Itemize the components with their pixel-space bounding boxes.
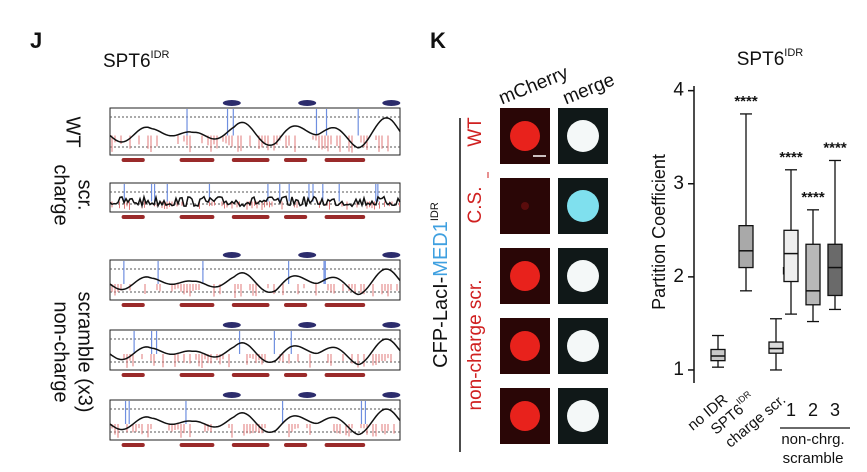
title-main: SPT6 xyxy=(737,49,785,70)
domain-oval xyxy=(222,100,241,106)
domain-bar xyxy=(231,443,270,447)
box xyxy=(738,225,754,269)
x-tick-label: 1 xyxy=(786,400,796,420)
mcherry-spot xyxy=(521,202,529,210)
domain-oval xyxy=(382,252,401,258)
y-tick-label: 1 xyxy=(673,359,684,380)
track-frame xyxy=(109,182,401,213)
domain-bar xyxy=(231,215,270,219)
chart-title: SPT6IDR xyxy=(737,47,804,70)
mcherry-spot xyxy=(510,331,540,361)
row-label: WT xyxy=(62,116,84,147)
panel-label: J xyxy=(30,28,42,53)
box xyxy=(783,229,799,283)
column-label: mCherry xyxy=(496,62,572,109)
domain-bar xyxy=(179,373,215,377)
box xyxy=(768,341,784,354)
significance: **** xyxy=(823,139,847,156)
domain-bar xyxy=(231,158,270,162)
domain-oval xyxy=(222,252,241,258)
row-label: scramble (x3) xyxy=(74,291,96,412)
title-sup: IDR xyxy=(784,47,803,59)
merge-spot xyxy=(567,400,599,432)
domain-bar xyxy=(284,158,308,162)
construct-part: CFP-LacI- xyxy=(430,277,452,368)
domain-bar xyxy=(231,373,270,377)
box xyxy=(805,243,821,306)
row-label: charge xyxy=(50,164,72,225)
domain-bar xyxy=(324,215,366,219)
row-label: non-charge xyxy=(50,301,72,402)
track-line xyxy=(109,408,401,436)
domain-bar xyxy=(121,373,145,377)
domain-oval xyxy=(222,322,241,328)
construct-part: MED1 xyxy=(430,221,452,277)
domain-oval xyxy=(382,100,401,106)
domain-bar xyxy=(324,373,366,377)
merge-spot xyxy=(567,190,599,222)
row-label: non-charge scr. xyxy=(465,280,486,411)
domain-bar xyxy=(121,443,145,447)
domain-bar xyxy=(121,303,145,307)
row-label: C.S. xyxy=(465,187,486,224)
domain-oval xyxy=(222,392,241,398)
title-sup: IDR xyxy=(151,49,170,61)
significance: **** xyxy=(779,149,803,166)
track-line xyxy=(109,268,401,296)
domain-bar xyxy=(284,443,308,447)
panel-title: SPT6IDR xyxy=(103,49,170,72)
merge-spot xyxy=(567,120,599,152)
domain-oval xyxy=(298,252,317,258)
track-frame xyxy=(109,107,401,156)
group-label: scramble xyxy=(783,450,844,467)
x-tick-label: 2 xyxy=(808,400,818,420)
panel-label: K xyxy=(430,28,446,53)
domain-bar xyxy=(179,443,215,447)
domain-bar xyxy=(179,215,215,219)
track-line xyxy=(109,194,401,209)
row-label: WT xyxy=(465,117,486,147)
significance: **** xyxy=(801,189,825,206)
domain-bar xyxy=(284,373,308,377)
y-axis-label: Partition Coefficient xyxy=(649,154,669,310)
image-grid xyxy=(500,108,608,444)
domain-oval xyxy=(298,322,317,328)
domain-oval xyxy=(298,392,317,398)
construct-label: CFP-LacI-MED1IDR xyxy=(429,202,452,368)
domain-bar xyxy=(121,215,145,219)
domain-bar xyxy=(179,158,215,162)
mcherry-spot xyxy=(510,401,540,431)
merge-spot xyxy=(567,260,599,292)
domain-bar xyxy=(121,158,145,162)
domain-oval xyxy=(382,322,401,328)
domain-oval xyxy=(298,100,317,106)
y-tick-label: 2 xyxy=(673,266,684,287)
domain-bar xyxy=(324,443,366,447)
domain-bar xyxy=(284,215,308,219)
y-tick-label: 4 xyxy=(673,80,684,101)
domain-bar xyxy=(284,303,308,307)
domain-bar xyxy=(179,303,215,307)
x-tick-label: 3 xyxy=(830,400,840,420)
mcherry-spot xyxy=(510,121,540,151)
box xyxy=(827,243,843,297)
y-tick-label: 3 xyxy=(673,173,684,194)
tracks xyxy=(109,100,401,447)
group-label: non-chrg. xyxy=(781,431,844,448)
construct-sup: IDR xyxy=(429,202,441,221)
title-main: SPT6 xyxy=(103,51,151,72)
significance: **** xyxy=(734,93,758,110)
domain-bar xyxy=(324,158,366,162)
domain-bar xyxy=(324,303,366,307)
merge-spot xyxy=(567,330,599,362)
track-line xyxy=(109,338,401,366)
row-label: scr. xyxy=(74,179,96,210)
box xyxy=(710,348,726,362)
domain-bar xyxy=(231,303,270,307)
mcherry-spot xyxy=(510,261,540,291)
domain-oval xyxy=(382,392,401,398)
track-line xyxy=(109,117,401,149)
